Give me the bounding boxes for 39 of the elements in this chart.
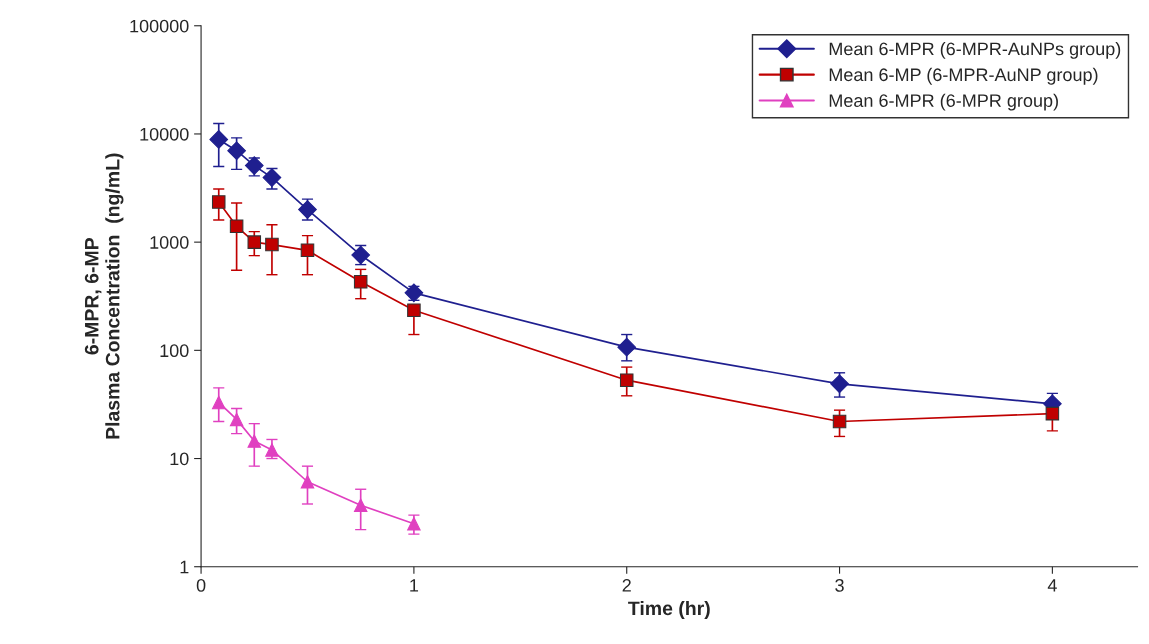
y-tick-label: 1000 xyxy=(150,236,189,249)
point xyxy=(1045,406,1060,421)
point xyxy=(300,243,315,258)
point xyxy=(265,237,279,252)
point xyxy=(211,195,226,209)
point xyxy=(265,443,279,457)
y-tick-label: 10000 xyxy=(140,127,189,141)
legend-label: Mean 6-MPR (6-MPR-AuNPs group) xyxy=(829,42,1121,59)
point xyxy=(830,374,849,394)
point xyxy=(619,373,634,387)
legend-label: Mean 6-MPR (6-MPR group) xyxy=(829,93,1058,111)
legend-label: Mean 6-MP (6-MPR-AuNP group) xyxy=(829,67,1098,85)
x-tick-label: 4 xyxy=(1047,579,1057,592)
point xyxy=(229,412,244,427)
point xyxy=(353,498,368,513)
point xyxy=(227,141,246,161)
point xyxy=(832,414,847,429)
point xyxy=(351,245,371,265)
x-tick-label: 3 xyxy=(835,579,844,592)
point xyxy=(407,516,421,531)
x-tick-label: 2 xyxy=(622,579,631,592)
x-axis-title: Time (hr) xyxy=(628,600,710,620)
point xyxy=(209,130,229,149)
point xyxy=(244,156,264,175)
point xyxy=(247,434,262,448)
x-tick-label: 1 xyxy=(410,579,419,592)
point xyxy=(247,235,262,249)
y-axis-title: 6-MPR, 6-MP Plasma Concentration (ng/mL) xyxy=(84,153,124,439)
point xyxy=(407,303,421,317)
x-tick-label: 0 xyxy=(196,579,206,592)
y-tick-label: 1 xyxy=(180,560,189,574)
point xyxy=(211,395,226,410)
y-tick-label: 10 xyxy=(170,452,189,466)
y-tick-label: 100 xyxy=(160,344,189,358)
point xyxy=(353,275,368,289)
point xyxy=(229,219,244,234)
point xyxy=(300,474,315,489)
y-tick-label: 100000 xyxy=(130,19,189,33)
point xyxy=(617,337,637,357)
